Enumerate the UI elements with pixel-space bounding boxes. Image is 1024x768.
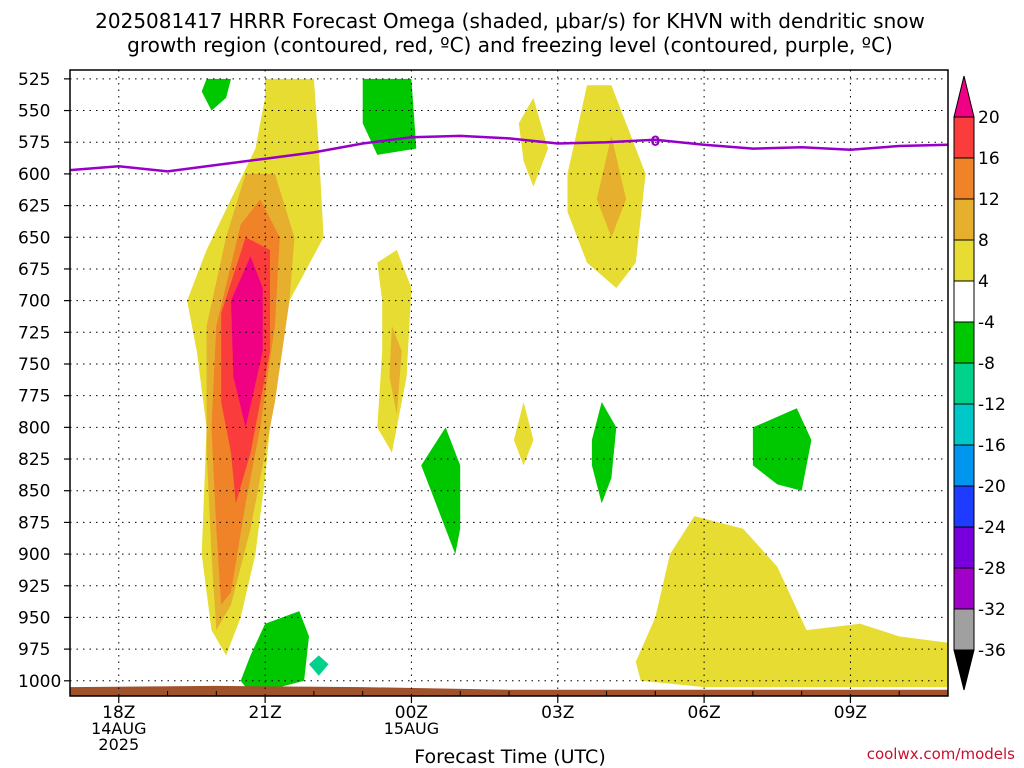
colorbar-segment-3 — [953, 239, 975, 282]
colorbar-segment-8 — [953, 444, 975, 487]
colorbar-label-8: -16 — [978, 436, 1006, 456]
omega-region-downdraft-5 — [752, 408, 812, 491]
colorbar-label-13: -36 — [978, 641, 1006, 661]
omega-region-updraft-2-8-12 — [389, 326, 402, 415]
y-tick-label-800: 800 — [18, 418, 50, 438]
omega-region-downdraft-1 — [201, 78, 231, 111]
colorbar-label-3: 8 — [978, 231, 989, 251]
colorbar-segment-0 — [953, 116, 975, 159]
omega-region-downdraft-6 — [240, 611, 309, 688]
y-tick-label-625: 625 — [18, 197, 50, 217]
y-tick-label-875: 875 — [18, 513, 50, 533]
x-axis-label: Forecast Time (UTC) — [414, 746, 605, 768]
omega-region-downdraft-6-core — [309, 655, 329, 676]
y-tick-label-925: 925 — [18, 577, 50, 597]
colorbar-label-10: -24 — [978, 518, 1006, 538]
colorbar-label-1: 16 — [978, 149, 1000, 169]
colorbar-segment-7 — [953, 403, 975, 446]
colorbar-label-6: -8 — [978, 354, 995, 374]
y-tick-label-525: 525 — [18, 70, 50, 90]
y-tick-label-575: 575 — [18, 133, 50, 153]
x-tick-label-18-0: 18Z — [102, 703, 135, 723]
colorbar-segment-5 — [953, 321, 975, 364]
omega-shading-layer — [70, 70, 948, 696]
x-tick-label-30-0: 06Z — [687, 703, 720, 723]
y-tick-label-1000: 1000 — [18, 672, 61, 692]
omega-region-updraft-4-8-12 — [596, 135, 627, 238]
colorbar-label-11: -28 — [978, 559, 1006, 579]
plot-border — [69, 69, 949, 697]
y-tick-label-950: 950 — [18, 608, 50, 628]
gridlines — [70, 70, 948, 696]
credit-text: coolwx.com/models — [867, 745, 1015, 763]
y-tick-label-550: 550 — [18, 102, 50, 122]
x-tick-label-27-0: 03Z — [541, 703, 574, 723]
x-tick-label-18-2: 2025 — [98, 735, 139, 754]
x-tick-label-21-0: 21Z — [248, 703, 281, 723]
y-tick-label-825: 825 — [18, 450, 50, 470]
colorbar-segment-2 — [953, 198, 975, 241]
colorbar-segment-9 — [953, 485, 975, 528]
pressure-axis: 525 550 575 600 625 650 675 700 725 750 775 800 825 8… — [18, 70, 70, 692]
colorbar-segment-1 — [953, 157, 975, 200]
colorbar-segment-11 — [953, 567, 975, 610]
colorbar-label-4: 4 — [978, 272, 989, 292]
colorbar-label-12: -32 — [978, 600, 1006, 620]
y-tick-label-900: 900 — [18, 545, 50, 565]
y-tick-label-700: 700 — [18, 292, 50, 312]
colorbar-label-0: 20 — [978, 108, 1000, 128]
omega-region-low-level-4-8 — [635, 516, 948, 688]
omega-region-updraft-3-4-8 — [518, 97, 548, 187]
y-tick-label-775: 775 — [18, 387, 50, 407]
freezing-level-line — [69, 134, 949, 173]
colorbar-label-5: -4 — [978, 313, 995, 333]
x-tick-label-33-0: 09Z — [834, 703, 867, 723]
colorbar-segment-4 — [953, 280, 975, 323]
colorbar-top-arrow — [953, 75, 975, 118]
chart-title-line2: growth region (contoured, red, ºC) and f… — [127, 33, 893, 57]
colorbar-label-9: -20 — [978, 477, 1006, 497]
chart-title-line1: 2025081417 HRRR Forecast Omega (shaded, … — [95, 9, 925, 33]
colorbar-segment-12 — [953, 608, 975, 651]
x-tick-label-24-0: 00Z — [395, 703, 428, 723]
colorbar-bottom-arrow — [953, 649, 975, 691]
y-tick-label-600: 600 — [18, 165, 50, 185]
colorbar-label-2: 12 — [978, 190, 1000, 210]
x-tick-label-24-1: 15AUG — [384, 719, 439, 738]
y-tick-label-650: 650 — [18, 228, 50, 248]
y-tick-label-850: 850 — [18, 482, 50, 502]
y-tick-label-975: 975 — [18, 640, 50, 660]
x-tick-label-18-1: 14AUG — [91, 719, 146, 738]
omega-colorbar: 20 16 12 8 4 -4 -8 -12 -16 -20 -24 -28 -32 -36 — [953, 75, 1006, 691]
freezing-level-label: 0 — [650, 134, 660, 150]
colorbar-label-7: -12 — [978, 395, 1006, 415]
colorbar-segment-10 — [953, 526, 975, 569]
freezing-level-contour-layer: 0 — [69, 134, 949, 173]
y-tick-label-675: 675 — [18, 260, 50, 280]
terrain-strip — [70, 685, 948, 696]
omega-region-updraft-5-4-8 — [513, 402, 534, 466]
y-tick-label-725: 725 — [18, 323, 50, 343]
omega-region-downdraft-2 — [362, 78, 417, 155]
omega-region-main-updraft-20plus — [231, 256, 263, 428]
y-tick-label-750: 750 — [18, 355, 50, 375]
plot-frame — [69, 69, 949, 697]
colorbar-segment-6 — [953, 362, 975, 405]
